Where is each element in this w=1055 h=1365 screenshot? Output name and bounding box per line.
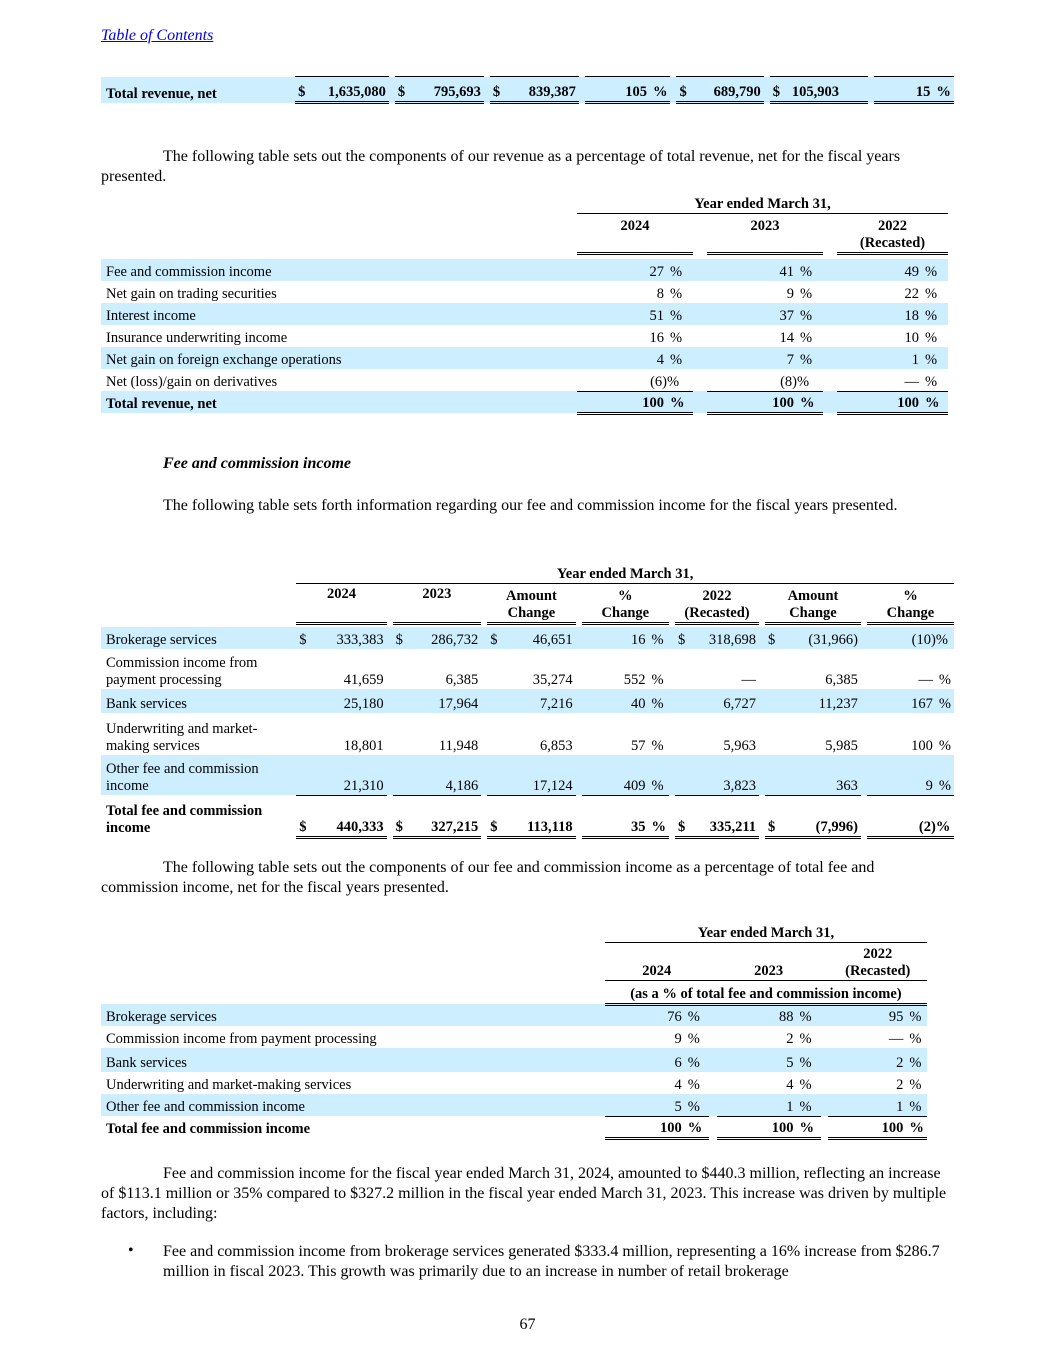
column-header: 2023 [392, 583, 482, 625]
row-label: Total revenue, net [101, 76, 296, 103]
column-header: % Change [866, 583, 954, 625]
table-row: Other fee and commission income 21,310 4,… [101, 755, 954, 796]
total-revenue-table: Total revenue, net $ 1,635,080 $ 795,693… [101, 76, 954, 104]
cell-value: 795,693 [414, 76, 484, 104]
total-row: Total fee and commission income $440,333 … [101, 795, 954, 839]
period-header: Year ended March 31, [577, 193, 948, 214]
table-row: Commission income from payment processing… [106, 655, 951, 688]
total-revenue-row: Total revenue, net $ 1,635,080 $ 795,693… [101, 76, 954, 104]
table-row: Fee and commission income 27% 41% 49% [101, 259, 948, 281]
cell-value: 105,903 [788, 76, 868, 104]
subhead: (as a % of total fee and commission inco… [604, 979, 927, 1006]
year-header: 2022 (Recasted) [837, 213, 948, 255]
column-header: Amount Change [487, 583, 576, 625]
table-row: Underwriting and market-making services … [106, 1077, 922, 1093]
table-row: Other fee and commission income 5% 1% 1% [101, 1094, 927, 1117]
table-row: Net gain on trading securities 8% 9% 22% [106, 286, 938, 302]
cell-value: 839,387 [509, 76, 579, 104]
column-header: % Change [581, 583, 669, 625]
total-row: Total fee and commission income 100% 100… [101, 1116, 927, 1140]
paragraph: The following table sets out the compone… [101, 148, 901, 185]
column-header: 2024 [296, 583, 387, 625]
cell-value: 105 [584, 76, 650, 104]
table-row: Brokerage services $333,383 $286,732 $46… [101, 627, 954, 649]
page-number: 67 [519, 1316, 536, 1333]
year-header: 2024 [642, 962, 672, 979]
table-row: Net (loss)/gain on derivatives (6)% (8)%… [101, 369, 948, 392]
fee-commission-percent-table: Year ended March 31, 2024 2023 2022 (Reca… [101, 922, 927, 1140]
column-header: Amount Change [765, 583, 861, 625]
fee-commission-table: Year ended March 31, 2024 2023 Amount Cha… [101, 561, 954, 839]
year-header: 2023 [754, 962, 784, 979]
section-title: Fee and commission income [163, 455, 351, 472]
cell-value: 15 [873, 76, 934, 104]
table-row: Interest income 51% 37% 18% [101, 303, 948, 325]
year-header: 2023 [707, 213, 823, 255]
column-header: 2022 (Recasted) [674, 583, 760, 625]
table-row: Brokerage services 76% 88% 95% [101, 1004, 927, 1026]
bullet-text: Fee and commission income from brokerage… [163, 1243, 940, 1280]
table-row: Underwriting and market-making services … [106, 721, 951, 754]
year-header: 2024 [577, 213, 693, 255]
bullet-icon: • [128, 1242, 134, 1259]
paragraph: The following table sets forth informati… [163, 497, 898, 514]
cell-value: 689,790 [695, 76, 764, 104]
table-row: Insurance underwriting income 16% 14% 10… [106, 330, 938, 346]
table-row: Commission income from payment processin… [106, 1031, 922, 1047]
table-row: Bank services 6% 5% 2% [101, 1048, 927, 1072]
period-header: Year ended March 31, [604, 922, 927, 943]
revenue-components-table: Year ended March 31, 2024 2023 2022 (Reca… [101, 193, 948, 415]
table-of-contents-link[interactable]: Table of Contents [101, 27, 214, 44]
table-row: Bank services 25,180 17,964 7,216 40% 6,… [101, 689, 954, 713]
cell-value: 1,635,080 [314, 76, 389, 104]
total-row: Total revenue, net 100% 100% 100% [101, 391, 948, 415]
paragraph: The following table sets out the compone… [101, 859, 875, 896]
paragraph: Fee and commission income for the fiscal… [101, 1165, 947, 1222]
table-row: Net gain on foreign exchange operations … [101, 347, 948, 369]
year-header: 2022 (Recasted) [845, 945, 911, 979]
period-header: Year ended March 31, [296, 561, 954, 584]
